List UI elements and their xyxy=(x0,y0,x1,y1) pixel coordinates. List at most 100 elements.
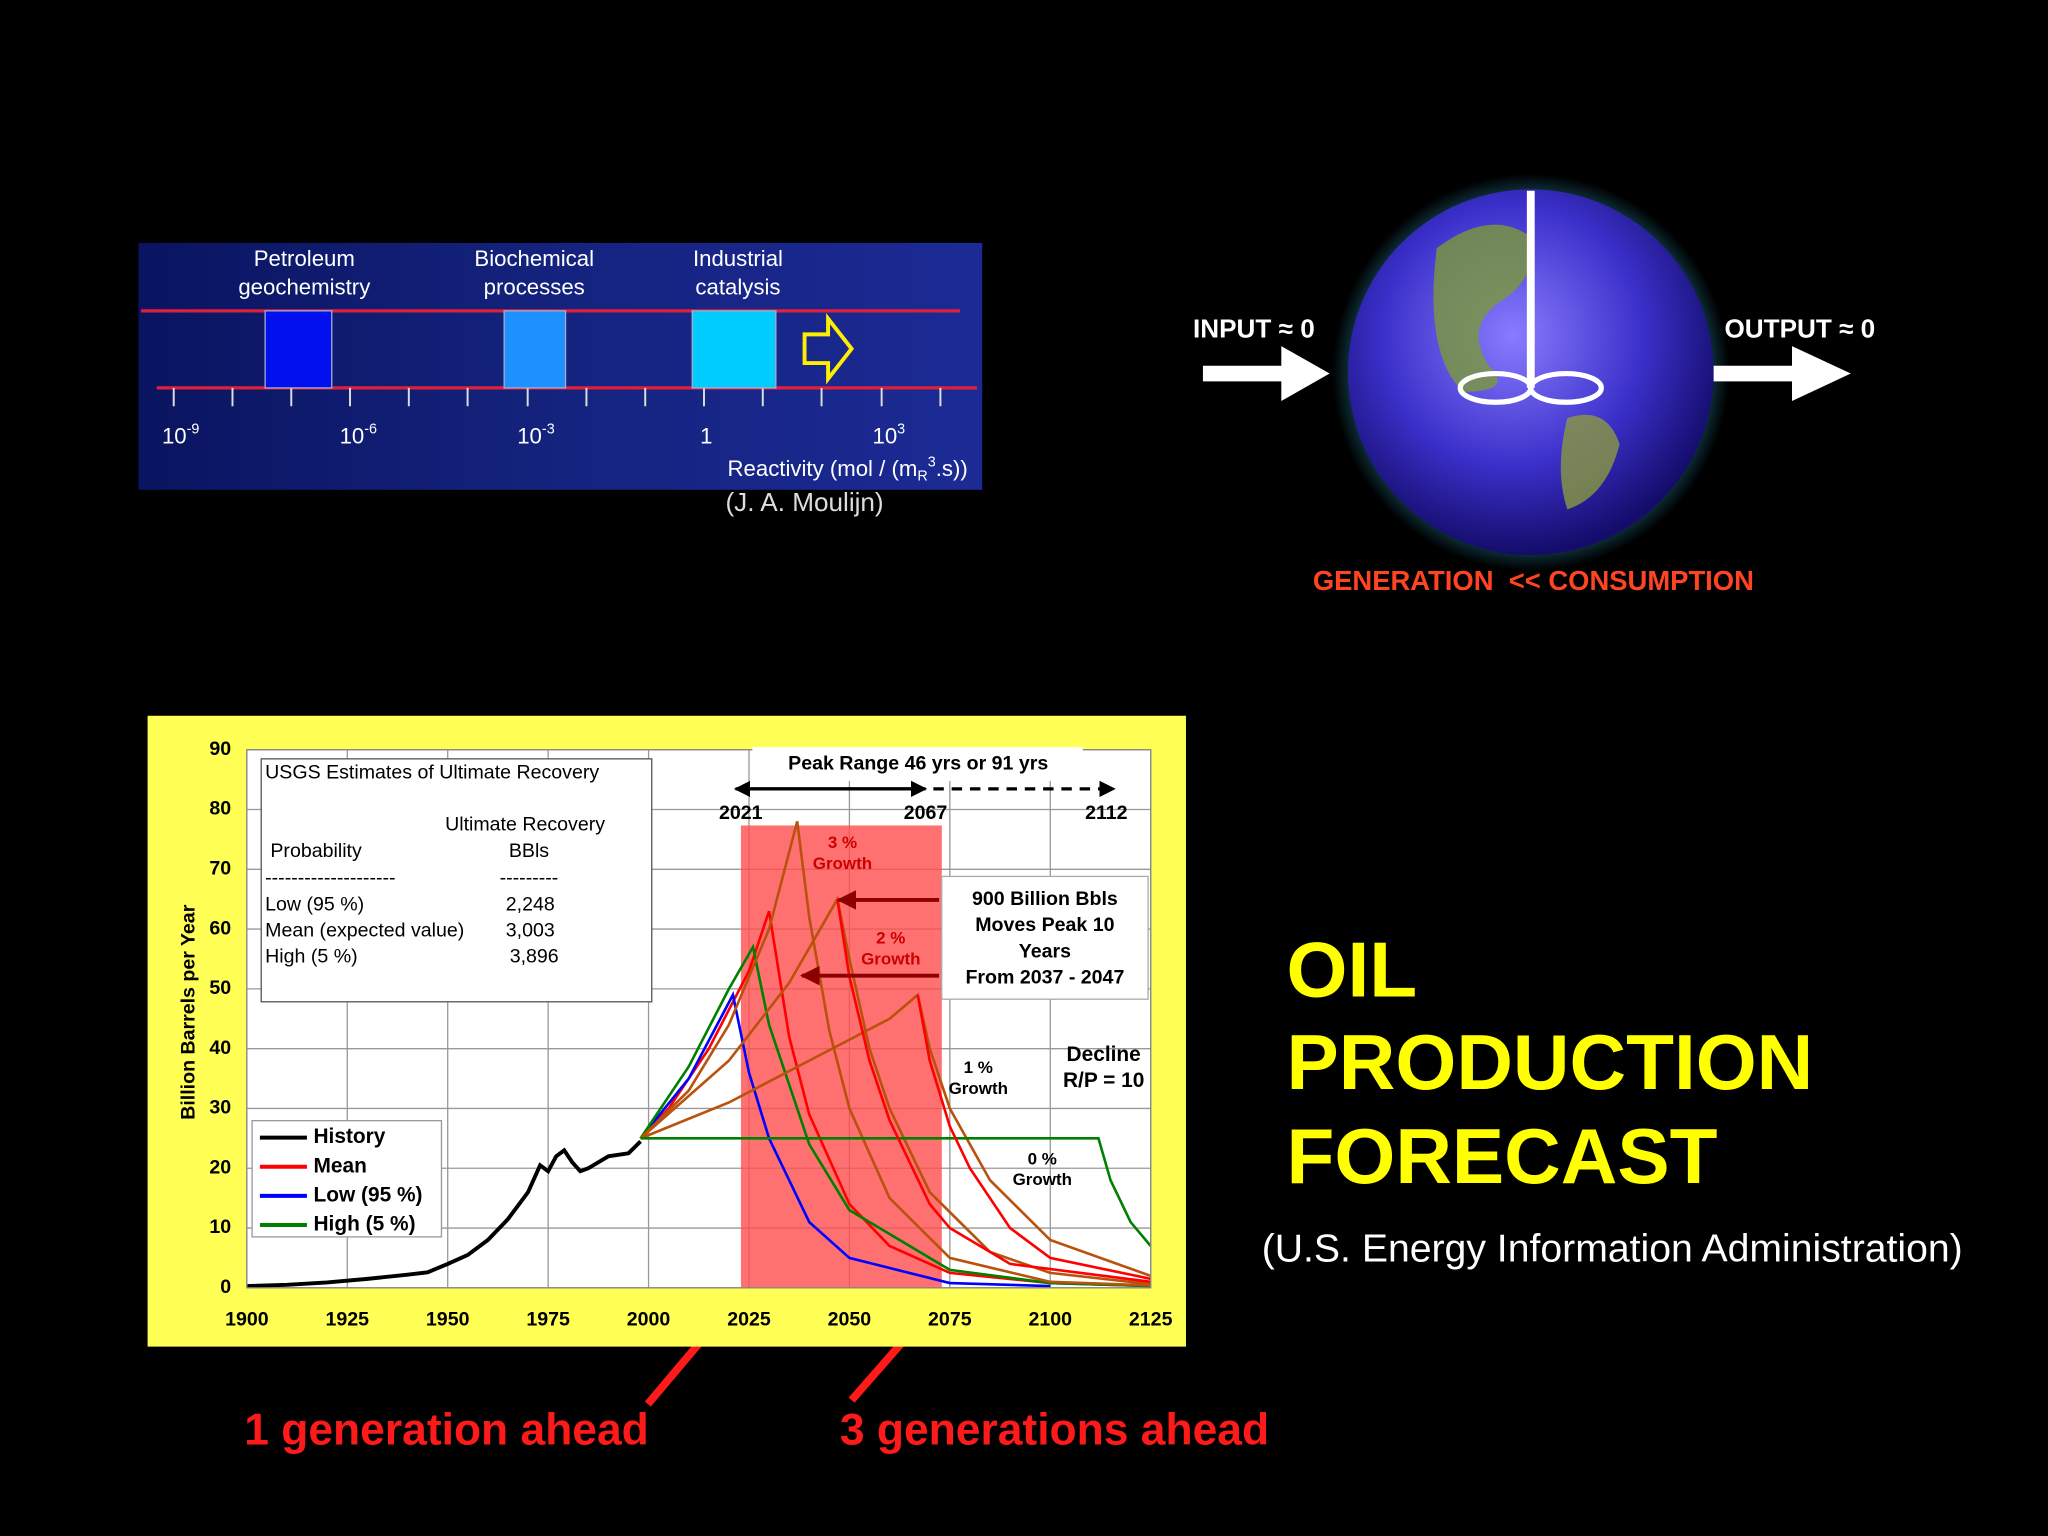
growth-label: 2 % xyxy=(876,929,905,948)
col-head: Ultimate Recovery xyxy=(445,814,605,836)
title: OIL PRODUCTION FORECAST xyxy=(1287,925,1814,1200)
row-value: 3,003 xyxy=(506,919,555,941)
range-box xyxy=(264,310,333,389)
x-tick-label: 2125 xyxy=(1129,1309,1173,1331)
growth-label: 0 % xyxy=(1028,1149,1057,1168)
row-value: 3,896 xyxy=(510,946,559,968)
growth-label: 1 % xyxy=(964,1058,993,1077)
series-line xyxy=(246,1139,642,1289)
scale-label: 103 xyxy=(872,422,905,449)
land xyxy=(1433,224,1532,392)
sup: 3 xyxy=(928,454,936,470)
range-box xyxy=(503,310,567,389)
growth-label: Growth xyxy=(949,1079,1008,1098)
x-tick-label: 2025 xyxy=(727,1309,771,1331)
peak-year: 2067 xyxy=(904,802,948,824)
x-tick-label: 2050 xyxy=(828,1309,872,1331)
base: 10 xyxy=(340,423,365,448)
series-line xyxy=(639,895,1151,1286)
label-end: .s)) xyxy=(936,456,968,481)
title-line: PRODUCTION xyxy=(1287,1018,1814,1106)
lines xyxy=(246,821,1152,1289)
series-line xyxy=(639,943,1151,1288)
col-head: Probability xyxy=(270,840,362,862)
series-line xyxy=(836,898,1151,1284)
peak-year: 2021 xyxy=(719,802,763,824)
y-tick-label: 10 xyxy=(209,1216,231,1238)
process-label: processes xyxy=(484,275,585,300)
callout: 3 generations ahead xyxy=(840,1406,1269,1455)
process-label: Industrial xyxy=(693,246,783,271)
scale-label: 10-6 xyxy=(340,422,377,449)
output-label: OUTPUT ≈ 0 xyxy=(1724,313,1875,343)
rule: --------- xyxy=(500,867,559,889)
arrow-icon xyxy=(802,313,855,385)
note-text: Moves Peak 10 xyxy=(975,914,1114,936)
process-label: Biochemical xyxy=(474,246,594,271)
output-arrow xyxy=(1713,346,1851,401)
x-tick-label: 2100 xyxy=(1028,1309,1072,1331)
legend-label: History xyxy=(313,1125,385,1148)
y-tick-label: 40 xyxy=(209,1037,231,1059)
exp: -6 xyxy=(364,422,377,438)
legend-label: Mean xyxy=(313,1154,366,1177)
note-text: R/P = 10 xyxy=(1063,1069,1144,1092)
earth-diagram: INPUT ≈ 0 OUTPUT ≈ 0 GENERATION << CONSU… xyxy=(1193,173,1875,596)
y-tick-label: 80 xyxy=(209,798,231,820)
y-axis-title: Billion Barrels per Year xyxy=(178,904,200,1119)
peak-label: Peak Range 46 yrs or 91 yrs xyxy=(788,752,1048,774)
note-text: From 2037 - 2047 xyxy=(965,966,1124,988)
callout: 1 generation ahead xyxy=(244,1406,649,1455)
y-tick-label: 60 xyxy=(209,917,231,939)
base: 10 xyxy=(872,423,897,448)
y-tick-label: 50 xyxy=(209,977,231,999)
input-label: INPUT ≈ 0 xyxy=(1193,313,1315,343)
row-label: High (5 %) xyxy=(265,946,357,968)
series-line xyxy=(640,1137,1152,1247)
y-tick-label: 90 xyxy=(209,738,231,760)
y-tick-label: 20 xyxy=(209,1156,231,1178)
box-frame xyxy=(260,758,653,1003)
scale-label: 10-9 xyxy=(162,422,199,449)
peak-year: 2112 xyxy=(1085,802,1128,824)
row-value: 2,248 xyxy=(506,893,555,915)
y-tick-label: 30 xyxy=(209,1097,231,1119)
exp: -3 xyxy=(542,422,555,438)
x-tick-label: 2075 xyxy=(928,1309,972,1331)
row-label: Low (95 %) xyxy=(265,893,364,915)
box-title: USGS Estimates of Ultimate Recovery xyxy=(265,761,599,783)
note-box xyxy=(941,875,1149,1000)
series-line xyxy=(639,910,1151,1288)
land xyxy=(1560,414,1620,510)
credit: (J. A. Moulijn) xyxy=(725,487,883,517)
y-tick-label: 70 xyxy=(209,857,231,879)
usgs-box: USGS Estimates of Ultimate Recovery Ulti… xyxy=(260,758,653,1003)
legend-entries: History Mean Low (95 %) High (5 %) xyxy=(259,1125,423,1236)
x-tick-label: 1975 xyxy=(526,1309,570,1331)
scale-label: 1 xyxy=(700,423,712,448)
note-text: Years xyxy=(1019,940,1071,962)
label-bg xyxy=(752,747,1083,782)
base: 10 xyxy=(517,423,542,448)
label-text: Reactivity (mol / (m xyxy=(728,456,918,481)
range-box xyxy=(691,310,777,389)
source: (U.S. Energy Information Administration) xyxy=(1262,1228,1963,1271)
title-line: FORECAST xyxy=(1287,1112,1718,1200)
x-tick-label: 1950 xyxy=(426,1309,470,1331)
axis-label: Reactivity (mol / (mR3.s)) xyxy=(728,454,968,484)
growth-label: Growth xyxy=(1013,1170,1072,1189)
x-tick-label: 1925 xyxy=(326,1309,370,1331)
sub: R xyxy=(917,469,927,485)
legend-label: High (5 %) xyxy=(313,1213,415,1236)
col-head: BBls xyxy=(509,840,549,862)
notes: 900 Billion Bbls Moves Peak 10 Years Fro… xyxy=(799,833,1149,1189)
growth-label: 3 % xyxy=(828,833,857,852)
process-label: catalysis xyxy=(695,275,780,300)
note-text: 900 Billion Bbls xyxy=(972,888,1118,910)
scale-label: 10-3 xyxy=(517,422,554,449)
row-label: Mean (expected value) xyxy=(265,919,464,941)
growth-label: Growth xyxy=(813,854,872,873)
legend-label: Low (95 %) xyxy=(313,1183,422,1206)
